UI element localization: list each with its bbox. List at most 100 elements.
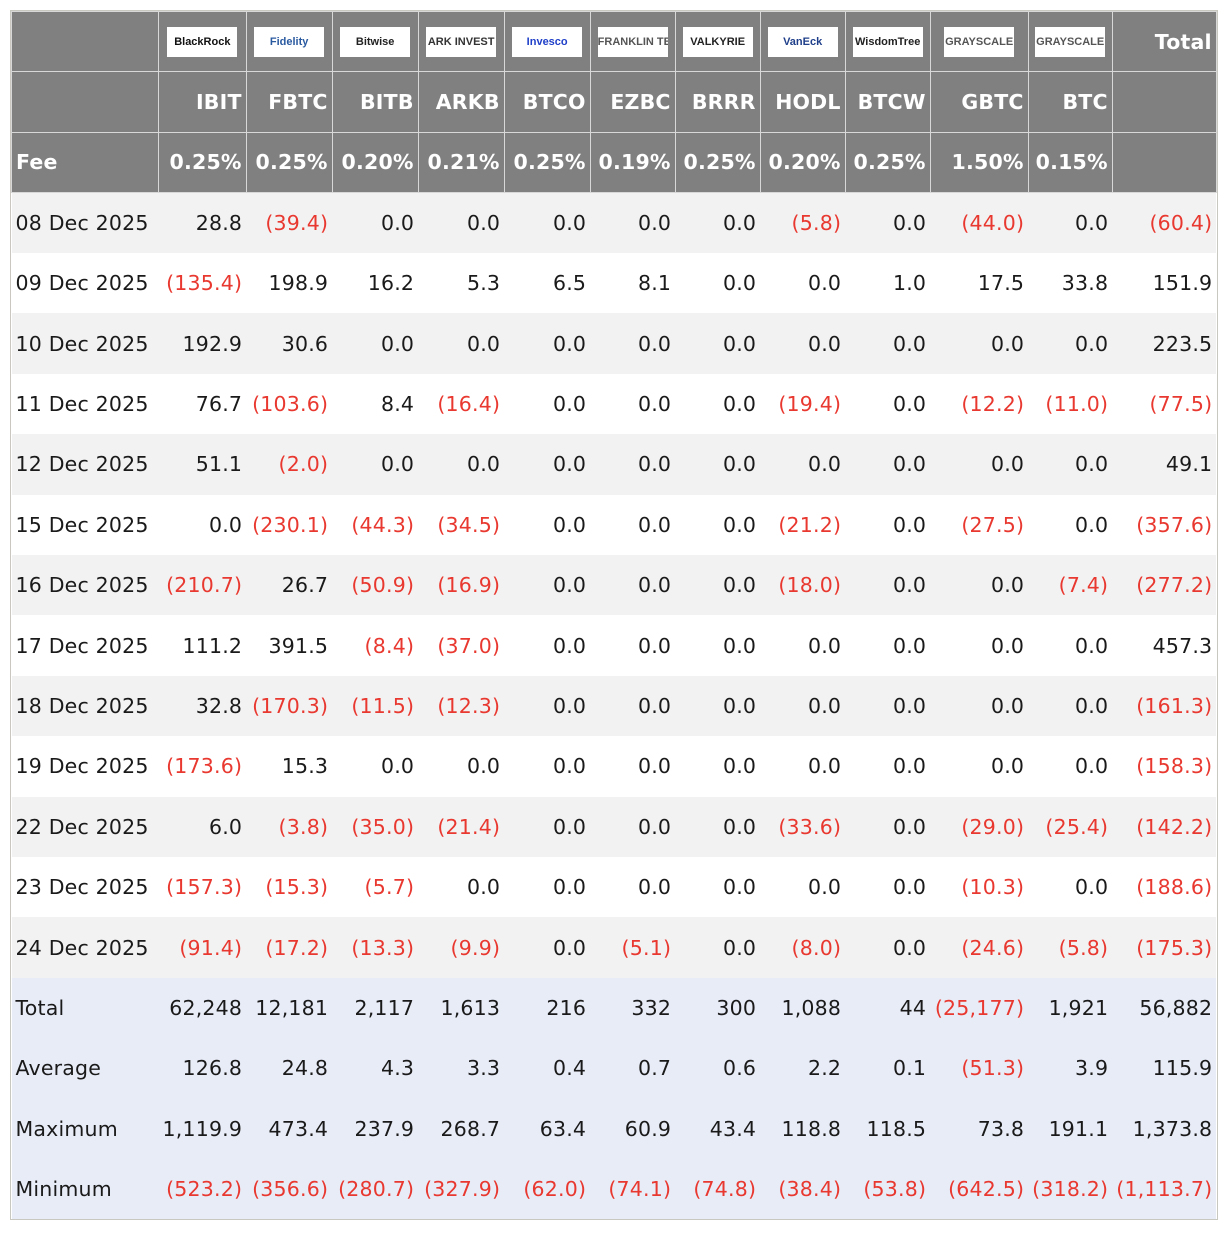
flow-cell: (7.4) [1028,555,1113,616]
row-total-cell: (158.3) [1112,736,1217,797]
flow-cell: 0.0 [504,615,591,676]
flow-cell: 0.0 [930,313,1029,374]
flow-cell: (16.4) [418,373,505,435]
flow-cell: 0.0 [332,736,419,797]
flow-cell: 26.7 [246,555,333,616]
flow-cell: (74.1) [590,1158,676,1220]
flow-cell: 126.8 [158,1038,247,1099]
issuer-logo: VanEck [767,26,838,57]
flow-cell: (24.6) [930,917,1029,978]
flow-cell: 0.0 [675,796,761,857]
flow-cell: (3.8) [246,796,333,857]
flow-cell: (39.4) [246,192,333,254]
flow-cell: 6.0 [158,796,247,857]
ticker-header: BTC [1027,71,1113,133]
flow-cell: 0.0 [845,192,931,254]
ticker-header: BITB [331,71,419,133]
flow-cell: 44 [845,977,931,1039]
flow-cell: (5.8) [1028,917,1113,978]
flow-cell: 0.0 [504,313,591,374]
row-label: Minimum [11,1158,159,1220]
fee-value: 0.15% [1027,131,1113,194]
flow-cell: 0.0 [504,434,591,495]
flow-cell: 0.4 [504,1038,591,1099]
row-label: 15 Dec 2025 [11,494,159,556]
flow-cell: 0.0 [418,736,505,797]
flow-cell: 0.0 [590,856,676,918]
flow-cell: 0.0 [504,494,591,556]
row-total-cell: (77.5) [1112,373,1217,435]
flow-cell: 24.8 [246,1038,333,1099]
row-label: 16 Dec 2025 [11,555,159,616]
row-label: 18 Dec 2025 [11,675,159,737]
flow-cell: 3.9 [1028,1038,1113,1099]
flow-cell: 0.0 [845,736,931,797]
flow-cell: 0.0 [590,736,676,797]
issuer-logo-cell: FRANKLIN TEMPLETON [589,10,676,73]
flow-cell: 0.0 [845,615,931,676]
flow-cell: 0.0 [504,373,591,435]
flow-cell: 2,117 [332,977,419,1039]
row-label: 24 Dec 2025 [11,917,159,978]
table-row: 08 Dec 2025 28.8 (39.4) 0.0 0.0 0.0 0.0 0.0 (5.8… [11,192,1217,254]
row-label: 23 Dec 2025 [11,856,159,918]
issuer-logo-cell: Fidelity [245,10,333,73]
etf-flows-table: BlackRock Fidelity Bitwise ARK INVEST Invesc… [11,10,1217,1220]
flow-cell: 0.0 [1028,675,1113,737]
row-total-cell: 49.1 [1112,434,1217,495]
row-total-cell: (161.3) [1112,675,1217,737]
row-total-cell: 115.9 [1112,1038,1217,1099]
flow-cell: (44.3) [332,494,419,556]
table-row: 22 Dec 2025 6.0 (3.8) (35.0) (21.4) 0.0 0.0 0.0… [11,796,1217,857]
row-total-cell: 56,882 [1112,977,1217,1039]
row-total-cell: (277.2) [1112,555,1217,616]
issuer-logo-cell: Bitwise [331,10,419,73]
flow-cell: (16.9) [418,555,505,616]
issuer-logo-cell: VALKYRIE [674,10,761,73]
flow-cell: 198.9 [246,253,333,314]
flow-cell: 0.0 [418,434,505,495]
ticker-header: BTCO [503,71,591,133]
summary-row: Minimum (523.2) (356.6) (280.7) (327.9) (62.0… [11,1158,1217,1220]
flow-cell: 0.0 [760,313,846,374]
flow-cell: 0.0 [845,856,931,918]
ticker-header: HODL [759,71,846,133]
flow-cell: (51.3) [930,1038,1029,1099]
flow-cell: (280.7) [332,1158,419,1220]
row-label: Maximum [11,1098,159,1159]
row-label: 10 Dec 2025 [11,313,159,374]
fee-row: Fee 0.25% 0.25% 0.20% 0.21% 0.25% 0.19% 0.25% 0.… [11,131,1217,194]
issuer-logo: GRAYSCALE [944,26,1015,57]
flow-cell: 33.8 [1028,253,1113,314]
flow-cell: (2.0) [246,434,333,495]
flow-cell: 0.0 [1028,192,1113,254]
flow-cell: (21.2) [760,494,846,556]
flow-cell: 0.0 [930,675,1029,737]
flow-cell: 3.3 [418,1038,505,1099]
flow-cell: 0.0 [504,856,591,918]
flow-cell: 0.0 [590,615,676,676]
flow-cell: 16.2 [332,253,419,314]
flow-cell: 0.0 [590,434,676,495]
etf-flows-table-container: BlackRock Fidelity Bitwise ARK INVEST Invesc… [10,10,1218,1221]
flow-cell: (38.4) [760,1158,846,1220]
issuer-logo: WisdomTree [852,26,923,57]
row-label: 11 Dec 2025 [11,373,159,435]
flow-cell: 5.3 [418,253,505,314]
empty-header [1111,131,1217,194]
flow-cell: (35.0) [332,796,419,857]
flow-cell: 0.0 [590,192,676,254]
issuer-logo: GRAYSCALE [1035,26,1106,57]
issuer-logo-cell: GRAYSCALE [929,10,1029,73]
flow-cell: 0.0 [1028,494,1113,556]
summary-row: Total 62,248 12,181 2,117 1,613 216 332 300 1,08… [11,977,1217,1039]
flow-cell: 4.3 [332,1038,419,1099]
flow-cell: 332 [590,977,676,1039]
issuer-logo: Invesco [512,26,583,57]
flow-cell: 1.0 [845,253,931,314]
issuer-logo: BlackRock [167,26,238,57]
flow-cell: (25.4) [1028,796,1113,857]
flow-cell: 60.9 [590,1098,676,1159]
table-row: 11 Dec 2025 76.7 (103.6) 8.4 (16.4) 0.0 0.0 0.0… [11,373,1217,435]
issuer-logo: Fidelity [254,26,325,57]
